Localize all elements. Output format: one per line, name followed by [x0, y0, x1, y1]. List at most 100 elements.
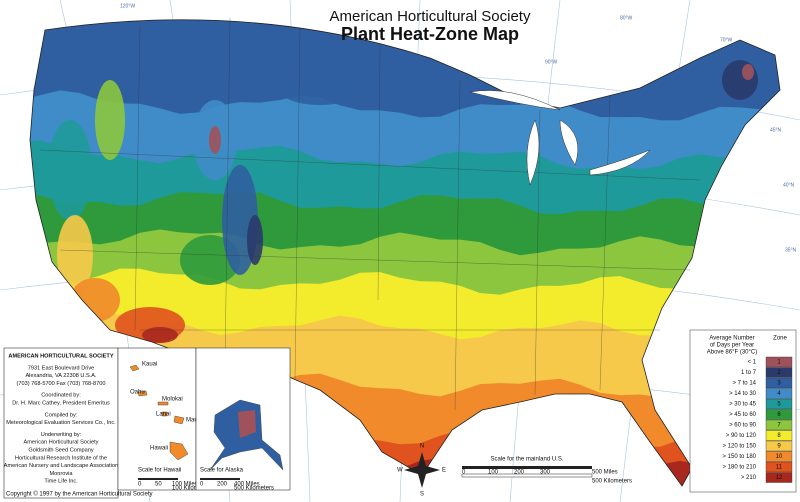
zone-patch [742, 64, 754, 80]
legend-label: > 120 to 150 [722, 444, 756, 450]
info-line: Meteorological Evaluation Services Co., … [6, 420, 116, 426]
graticule-label: 120°W [120, 3, 135, 9]
graticule-label: 70°W [720, 37, 733, 43]
info-line: AMERICAN HORTICULTURAL SOCIETY [8, 353, 113, 359]
scale-tick: 100 [488, 470, 499, 476]
info-line: Coordinated by: [41, 393, 81, 399]
graticule-label: 80°W [620, 15, 633, 21]
legend-zone: 1 [777, 360, 781, 366]
legend-zone: 2 [777, 370, 781, 376]
state-lines [39, 17, 701, 411]
scale-title: Scale for Alaska [200, 468, 244, 474]
legend-swatch [765, 419, 793, 431]
hawaii-inset: Kauai Oahu Molokai Lanai Maui Hawaii Scale for… [117, 347, 212, 492]
scale-bar [138, 478, 178, 480]
zone-patch [57, 215, 93, 295]
info-line: 7931 East Boulevard Drive [28, 365, 95, 371]
mainland-scale: Scale for the mainland U.S. 0 100 200 300 500… [461, 457, 632, 485]
info-line: Horticultural Research Institute of the [15, 455, 107, 461]
legend-label: > 30 to 45 [729, 402, 757, 408]
legend-label: > 60 to 90 [729, 423, 757, 429]
scale-tick: 0 [138, 482, 142, 488]
alaska-zone1 [238, 410, 256, 438]
legend-zone: 10 [776, 454, 783, 460]
legend-label: < 1 [747, 360, 756, 366]
scale-tick: 200 [514, 470, 525, 476]
island-label: Hawaii [150, 446, 168, 452]
legend-swatch [765, 461, 793, 473]
graticule-label: 40°N [783, 182, 795, 188]
info-line: (703) 768-5700 Fax (703) 768-8700 [17, 381, 106, 387]
legend-zone: 9 [777, 444, 781, 450]
zone-patch [247, 215, 263, 265]
legend-swatch [765, 377, 793, 389]
info-panel: AMERICAN HORTICULTURAL SOCIETY 7931 East … [3, 347, 119, 499]
legend-label: 1 to 7 [741, 370, 757, 376]
legend-label: > 45 to 60 [729, 412, 757, 418]
info-box [3, 347, 119, 499]
legend-zone: 8 [777, 433, 781, 439]
scale-tick: 300 [540, 470, 551, 476]
legend-swatch [765, 440, 793, 452]
island-label: Maui [186, 418, 199, 424]
info-line: Alexandria, VA 22308 U.S.A. [25, 373, 97, 379]
island-label: Kauai [142, 362, 157, 368]
compass-letter: N [420, 444, 424, 450]
scale-tick: 100 Miles [172, 482, 198, 488]
scale-tick: 500 Kilometers [592, 479, 632, 485]
zone-patch [722, 60, 758, 100]
islands [129, 364, 189, 461]
legend-swatch [765, 430, 793, 441]
legend-label: > 210 [741, 475, 757, 481]
legend-swatch [765, 398, 793, 410]
island-label: Molokai [162, 397, 183, 403]
info-line: Time Life Inc. [44, 479, 78, 485]
scale-tick: 50 [155, 482, 162, 488]
copyright: Copyright © 1997 by the American Horticu… [6, 491, 153, 498]
legend-label: > 150 to 180 [722, 454, 756, 460]
info-line: American Nursery and Landscape Associati… [4, 463, 118, 469]
compass: N S E W [397, 444, 446, 498]
legend-swatch [765, 451, 793, 462]
info-line: American Horticultural Society [24, 440, 99, 446]
zone-heading: Zone [773, 336, 787, 342]
scale-tick: 500 Miles [592, 470, 618, 476]
legend-swatch [765, 388, 793, 399]
compass-letter: S [420, 492, 424, 498]
scale-tick: 400 Miles [234, 482, 260, 488]
zone-patch [70, 278, 120, 322]
compass-letter: E [442, 468, 446, 474]
scale-tick: 100 Kilometers [172, 486, 212, 492]
graticule-label: 35°N [785, 247, 797, 253]
legend-heading: Average Number [709, 336, 754, 342]
info-line: Dr. H. Marc Cathey, President Emeritus [12, 400, 110, 406]
island-label: Oahu [130, 390, 145, 396]
scale-bar [200, 478, 240, 480]
zone-patch [280, 75, 360, 105]
legend-heading: of Days per Year [710, 343, 754, 349]
info-line: Goldsmith Seed Company [28, 447, 93, 453]
zone-patch [209, 126, 221, 154]
scale-tick: 0 [462, 470, 466, 476]
legend-label: > 7 to 14 [732, 381, 756, 387]
legend-swatch [765, 409, 793, 420]
legend-swatch [765, 356, 793, 368]
graticule-label: 45°N [770, 127, 782, 133]
great-lakes [469, 90, 651, 186]
zone-patch [48, 120, 92, 220]
legend-zone: 12 [776, 475, 783, 481]
legend-swatch [765, 472, 793, 483]
info-line: Underwriting by: [41, 432, 82, 438]
info-line: Monrovia [49, 471, 73, 477]
scale-title: Scale for the mainland U.S. [490, 457, 563, 463]
zone-patch [142, 327, 178, 343]
legend-zone: 4 [777, 391, 781, 397]
legend-swatch [765, 367, 793, 378]
legend-zone: 7 [777, 423, 781, 429]
scale-tick: 500 Kilometers [234, 486, 274, 492]
scale-tick: 200 [217, 482, 228, 488]
island-label: Lanai [156, 412, 171, 418]
